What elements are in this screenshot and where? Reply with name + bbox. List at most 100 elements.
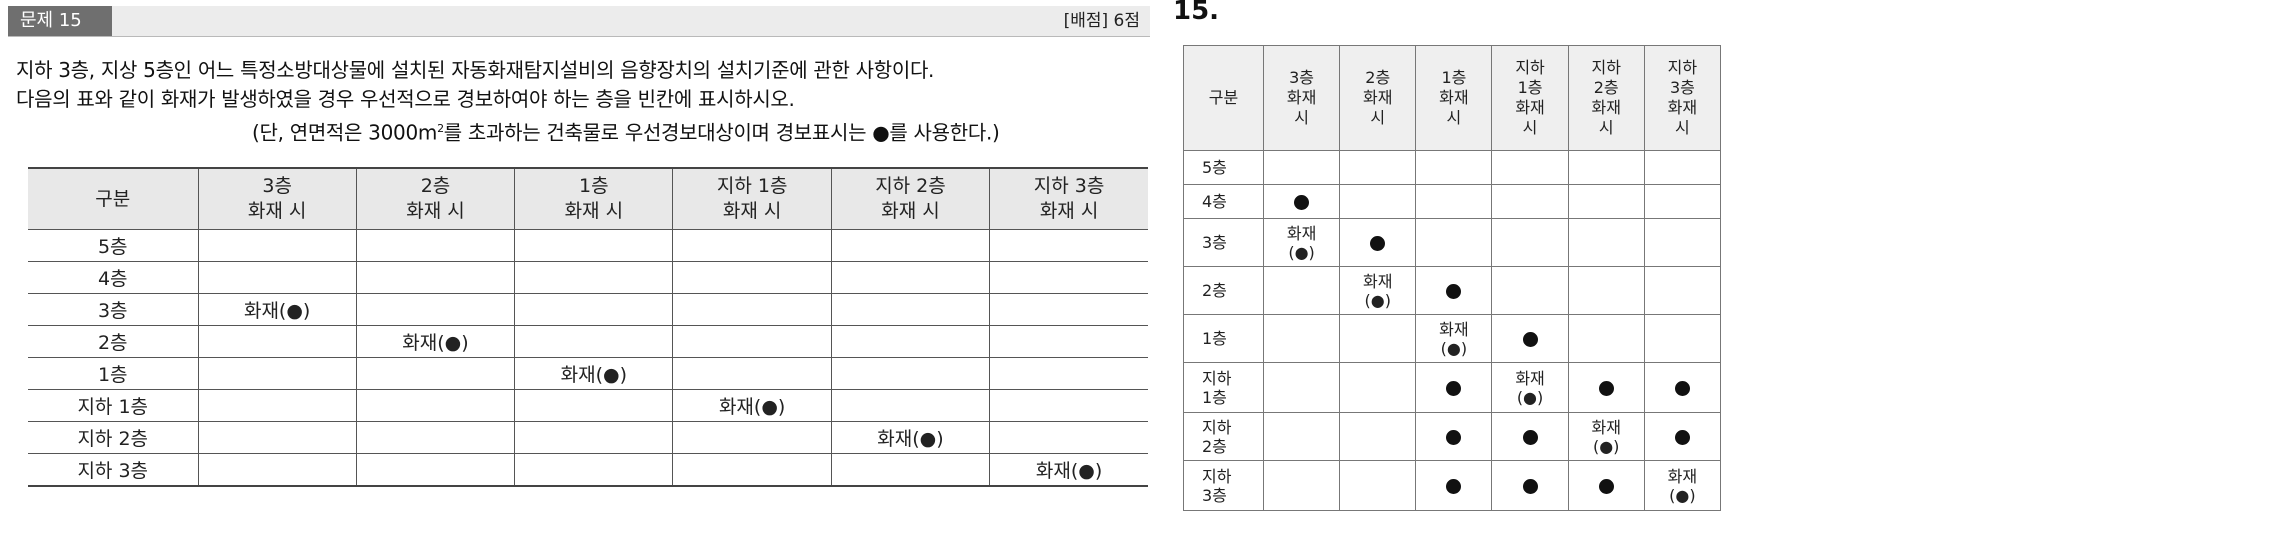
answer-column-header-line: 시	[1446, 108, 1462, 127]
answer-column-header-line: 시	[1675, 118, 1690, 137]
answer-cell	[1567, 362, 1645, 413]
corner-header: 구분	[28, 168, 199, 230]
answer-cell	[1491, 184, 1569, 219]
table-cell	[672, 357, 832, 390]
table-cell	[830, 389, 991, 422]
row-label: 4층	[28, 261, 199, 294]
table-row: 3층 화재(●)	[28, 293, 1148, 326]
answer-cell	[1567, 314, 1645, 363]
answer-cell	[1643, 314, 1722, 363]
answer-row-label-line: 3층	[1202, 233, 1227, 252]
table-cell	[989, 261, 1148, 294]
answer-column-header: 지하 2층 화재 시	[1567, 45, 1645, 151]
answer-column-header-line: 화재	[1363, 88, 1393, 107]
table-cell	[355, 421, 516, 454]
column-header-line: 2층	[420, 175, 451, 197]
answer-row-label: 지하 2층	[1183, 412, 1264, 461]
table-row: 1층 화재(●)	[28, 357, 1148, 390]
answer-row-label-line: 지하	[1202, 368, 1232, 388]
answer-column-header-line: 2층	[1365, 68, 1391, 87]
answer-cell	[1262, 460, 1341, 511]
row-label: 지하 2층	[28, 421, 199, 454]
answer-row: 지하 3층 화재 (●)	[1183, 460, 1722, 511]
answer-column-header-line: 지하	[1667, 58, 1698, 77]
answer-column-header-line: 시	[1294, 108, 1309, 127]
fire-mark: (●)	[1669, 485, 1696, 505]
alarm-dot-icon	[1446, 284, 1462, 299]
table-cell	[355, 453, 516, 487]
answer-cell: 화재 (●)	[1643, 460, 1722, 511]
answer-column-header: 1층 화재 시	[1415, 45, 1493, 151]
answer-cell	[1339, 314, 1417, 363]
answer-cell	[1339, 218, 1417, 267]
answer-cell	[1339, 184, 1417, 219]
answer-column-header-line: 화재	[1439, 88, 1469, 107]
answer-row-label-line: 3층	[1202, 485, 1227, 505]
answer-row-label-line: 4층	[1202, 192, 1227, 211]
row-label: 3층	[28, 293, 199, 326]
table-cell	[672, 325, 832, 358]
fire-label: 화재	[1363, 271, 1393, 291]
table-cell	[989, 357, 1148, 390]
answer-cell	[1415, 150, 1493, 185]
table-cell	[830, 453, 991, 487]
answer-column-header-line: 지하	[1515, 58, 1545, 77]
fire-label: 화재	[1286, 223, 1317, 243]
answer-row: 지하 2층 화재 (●)	[1183, 412, 1722, 461]
table-cell	[197, 325, 357, 358]
table-cell	[514, 453, 674, 487]
problem-panel: 문제 15 [배점] 6점 지하 3층, 지상 5층인 어느 특정소방대상물에 …	[8, 6, 1150, 487]
answer-cell	[1643, 412, 1722, 461]
table-cell	[989, 421, 1148, 454]
answer-cell	[1415, 362, 1493, 413]
answer-cell: 화재 (●)	[1567, 412, 1645, 461]
problem-number-tag: 문제 15	[8, 6, 112, 36]
column-header-line: 화재 시	[247, 200, 307, 222]
answer-row-label-line: 지하	[1202, 417, 1232, 437]
condition-superscript: 2	[437, 122, 444, 135]
table-cell	[989, 229, 1148, 262]
alarm-dot-icon	[1522, 479, 1538, 494]
column-header-line: 화재 시	[722, 200, 782, 222]
table-cell	[514, 229, 674, 262]
alarm-dot-icon	[1446, 381, 1462, 396]
answer-row-label: 지하 3층	[1183, 460, 1264, 511]
table-cell	[989, 389, 1148, 422]
column-header-line: 지하 1층	[716, 175, 788, 197]
question-table: 구분 3층 화재 시 2층 화재 시 1층 화재 시 지하 1층 화재 시 지하 2층 화재 시 지하…	[28, 167, 1148, 487]
answer-cell	[1339, 460, 1417, 511]
answer-cell	[1491, 460, 1569, 511]
answer-row: 2층 화재 (●)	[1183, 266, 1722, 315]
column-header-line: 지하 2층	[875, 175, 946, 197]
alarm-dot-icon	[1674, 381, 1690, 396]
column-header-line: 화재 시	[881, 200, 940, 222]
alarm-dot-icon	[1522, 332, 1538, 347]
answer-cell: 화재 (●)	[1262, 218, 1341, 267]
answer-column-header-line: 1층	[1441, 68, 1467, 87]
answer-row-label-line: 2층	[1202, 281, 1227, 300]
answer-cell: 화재 (●)	[1415, 314, 1493, 363]
table-cell	[514, 261, 674, 294]
answer-row-label: 지하 1층	[1183, 362, 1264, 413]
score-label: [배점] 6점	[1063, 11, 1140, 31]
answer-cell	[1262, 150, 1341, 185]
answer-cell	[1339, 362, 1417, 413]
answer-column-header-line: 시	[1598, 118, 1614, 137]
answer-cell	[1567, 460, 1645, 511]
column-header-line: 화재 시	[1039, 200, 1099, 222]
fire-label: 화재	[1439, 319, 1469, 339]
table-cell	[355, 357, 516, 390]
answer-row-label-line: 1층	[1202, 329, 1227, 348]
table-cell	[672, 293, 832, 326]
alarm-dot-icon	[1674, 430, 1690, 445]
condition-text-b: 를 초과하는 건축물로 우선경보대상이며 경보표시는 ●를 사용한다.)	[443, 120, 1000, 145]
answer-cell	[1262, 314, 1341, 363]
answer-column-header-line: 화재	[1591, 98, 1621, 117]
table-cell	[197, 421, 357, 454]
column-header: 지하 3층 화재 시	[989, 168, 1148, 230]
table-cell	[989, 293, 1148, 326]
answer-column-header: 3층 화재 시	[1262, 45, 1341, 151]
fire-label: 화재	[1667, 466, 1698, 486]
table-cell	[514, 325, 674, 358]
answer-cell	[1491, 218, 1569, 267]
